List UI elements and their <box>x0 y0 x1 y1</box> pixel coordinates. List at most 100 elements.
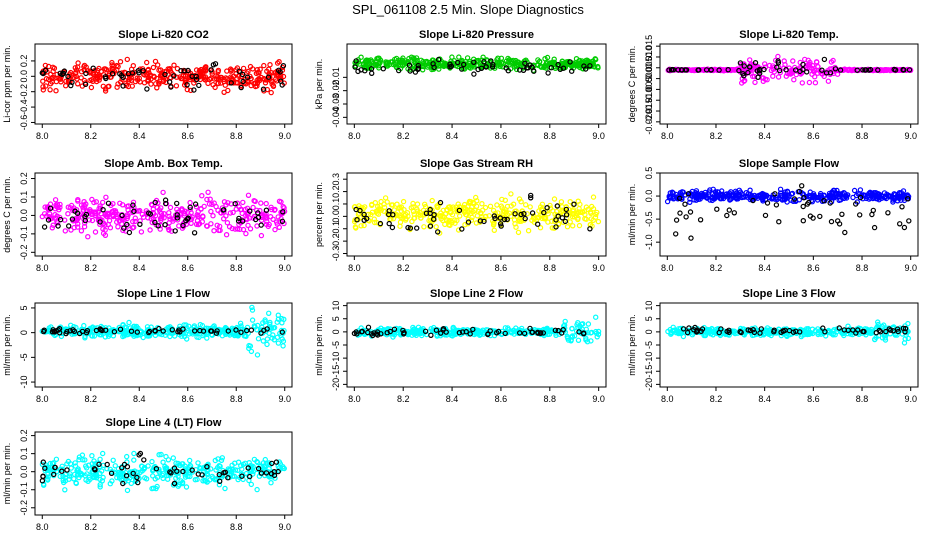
data-point <box>560 65 567 71</box>
data-point <box>854 67 860 73</box>
data-point <box>389 224 396 231</box>
data-point <box>50 74 56 81</box>
data-point <box>140 68 146 74</box>
data-point <box>900 66 906 73</box>
data-point <box>147 227 153 233</box>
data-point <box>53 456 60 462</box>
data-point <box>813 59 820 65</box>
data-point <box>505 55 511 62</box>
data-point <box>527 325 533 332</box>
data-point <box>129 83 135 89</box>
data-point <box>389 59 396 65</box>
data-point <box>254 207 260 213</box>
data-point <box>83 70 89 77</box>
data-point <box>398 208 404 214</box>
data-point <box>69 216 76 222</box>
data-point <box>73 480 80 487</box>
data-point <box>845 192 851 198</box>
data-point <box>160 189 166 196</box>
data-point <box>523 57 529 63</box>
page-title: SPL_061108 2.5 Min. Slope Diagnostics <box>352 2 584 17</box>
data-point <box>196 82 202 89</box>
y-tick-label: 0.2 <box>19 55 29 68</box>
data-point <box>86 462 92 468</box>
data-point <box>799 80 806 86</box>
x-tick-label: 8.0 <box>36 522 49 532</box>
data-point <box>752 79 758 86</box>
x-tick-label: 8.8 <box>230 522 243 532</box>
data-point <box>664 198 671 205</box>
data-point <box>112 327 119 334</box>
data-point <box>670 190 676 196</box>
data-point <box>266 330 272 336</box>
data-point <box>714 206 720 212</box>
data-point <box>59 330 66 337</box>
data-point <box>461 201 468 208</box>
data-point <box>576 58 582 64</box>
y-tick-label: -0.015 <box>644 98 654 124</box>
data-point <box>901 224 908 231</box>
data-point <box>757 330 763 336</box>
data-point <box>97 73 103 79</box>
data-point <box>105 200 112 206</box>
data-point <box>352 217 358 223</box>
data-point <box>830 57 836 64</box>
x-tick-label: 8.8 <box>230 263 243 273</box>
data-point <box>145 329 152 336</box>
data-point <box>227 66 234 72</box>
data-point <box>93 199 100 205</box>
data-point <box>371 219 378 226</box>
chart-title: Slope Amb. Box Temp. <box>104 158 223 170</box>
data-point <box>569 210 576 217</box>
x-tick-label: 8.6 <box>181 522 194 532</box>
data-point <box>124 56 131 63</box>
data-point <box>861 328 867 335</box>
x-tick-label: 8.4 <box>758 263 771 273</box>
data-point <box>182 208 188 214</box>
data-point <box>193 221 200 227</box>
data-point <box>733 191 739 197</box>
data-point <box>161 214 167 221</box>
data-point <box>552 216 558 222</box>
x-tick-label: 8.0 <box>36 263 49 273</box>
data-point <box>69 79 75 86</box>
data-point <box>467 331 473 337</box>
data-point <box>240 78 246 85</box>
data-point <box>576 222 583 229</box>
data-point <box>575 209 582 215</box>
data-point <box>98 468 105 474</box>
data-point <box>219 455 225 461</box>
data-point <box>138 463 145 469</box>
data-point <box>875 319 881 325</box>
data-point <box>109 70 116 77</box>
data-point <box>836 325 843 331</box>
data-point <box>57 330 63 336</box>
data-point <box>53 203 60 210</box>
data-point <box>835 218 841 224</box>
data-point <box>75 198 81 204</box>
data-point <box>826 190 833 197</box>
data-point <box>590 194 597 200</box>
data-point <box>732 188 739 194</box>
y-tick-label: -0.020 <box>644 109 654 135</box>
data-point <box>411 211 417 217</box>
data-point <box>411 58 417 65</box>
data-point <box>832 332 838 338</box>
data-point <box>97 482 103 488</box>
data-point <box>276 198 283 204</box>
x-tick-label: 9.0 <box>278 394 291 404</box>
data-point <box>263 470 270 476</box>
data-point <box>852 67 858 73</box>
data-point <box>531 215 537 221</box>
data-point <box>828 218 835 225</box>
data-point <box>361 222 367 229</box>
data-point <box>193 67 200 73</box>
data-point <box>867 189 873 195</box>
data-point <box>200 214 206 220</box>
data-point <box>81 322 87 329</box>
data-point <box>361 217 367 223</box>
data-point <box>841 327 848 333</box>
data-point <box>129 225 136 231</box>
data-point <box>96 461 102 467</box>
